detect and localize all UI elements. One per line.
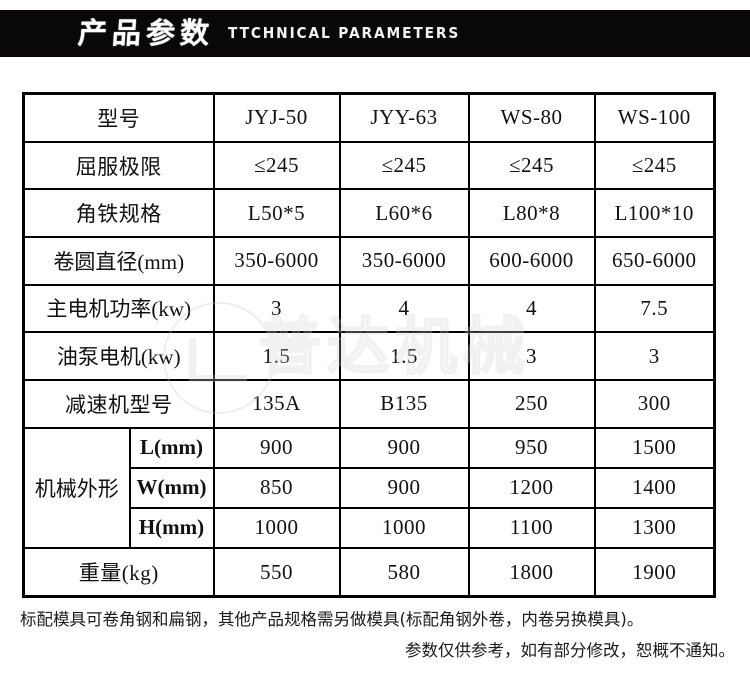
sub-label-width: W(mm)	[128, 466, 215, 509]
cell-angle-steel-spec-2: L80*8	[467, 188, 596, 239]
row-label-angle-steel-spec: 角铁规格	[22, 188, 215, 239]
cell-weight-2: 1800	[467, 547, 596, 598]
cell-weight-0: 550	[212, 547, 341, 598]
cell-reducer-model-2: 250	[467, 378, 596, 429]
cell-oil-pump-motor-3: 3	[593, 331, 716, 381]
cell-yield-limit-2: ≤245	[467, 140, 596, 191]
header-cell-model-1: JYY-63	[338, 92, 470, 143]
cell-reducer-model-1: B135	[338, 378, 470, 429]
cell-oil-pump-motor-0: 1.5	[212, 331, 341, 381]
cell-width-3: 1400	[593, 466, 716, 509]
cell-width-0: 850	[212, 466, 341, 509]
header-cell-model-3: WS-100	[593, 92, 716, 143]
cell-length-2: 950	[467, 426, 596, 469]
cell-rolling-diameter-3: 650-6000	[593, 236, 716, 286]
footer-notes: 标配模具可卷角钢和扁钢，其他产品规格需另做模具(标配角钢外卷，内卷另换模具)。 …	[20, 604, 735, 666]
cell-oil-pump-motor-1: 1.5	[338, 331, 470, 381]
table-row: 机械外形 L(mm) 900 900 950 1500	[22, 426, 716, 550]
footer-note-1: 标配模具可卷角钢和扁钢，其他产品规格需另做模具(标配角钢外卷，内卷另换模具)。	[20, 610, 644, 629]
table-row: 屈服极限 ≤245 ≤245 ≤245 ≤245	[22, 140, 716, 191]
sub-label-length: L(mm)	[128, 426, 215, 469]
cell-angle-steel-spec-0: L50*5	[212, 188, 341, 239]
cell-width-2: 1200	[467, 466, 596, 509]
sub-label-height: H(mm)	[128, 506, 215, 550]
table-row: H(mm) 1000 1000 1100 1300	[24, 506, 716, 550]
banner-title-english: TTCHNICAL PARAMETERS	[228, 24, 461, 42]
cell-main-motor-power-0: 3	[212, 283, 341, 334]
cell-rolling-diameter-1: 350-6000	[338, 236, 470, 286]
parameters-table: 型号 JYJ-50 JYY-63 WS-80 WS-100 屈服极限 ≤245 …	[22, 92, 716, 598]
table-row: 卷圆直径(mm) 350-6000 350-6000 600-6000 650-…	[22, 236, 716, 286]
cell-width-1: 900	[338, 466, 470, 509]
cell-length-3: 1500	[593, 426, 716, 469]
table-row-header: 型号 JYJ-50 JYY-63 WS-80 WS-100	[22, 92, 716, 143]
cell-reducer-model-0: 135A	[212, 378, 341, 429]
cell-oil-pump-motor-2: 3	[467, 331, 596, 381]
cell-length-1: 900	[338, 426, 470, 469]
cell-yield-limit-0: ≤245	[212, 140, 341, 191]
table-row: 油泵电机(kw) 1.5 1.5 3 3	[22, 331, 716, 381]
cell-weight-3: 1900	[593, 547, 716, 598]
cell-main-motor-power-1: 4	[338, 283, 470, 334]
cell-angle-steel-spec-1: L60*6	[338, 188, 470, 239]
cell-weight-1: 580	[338, 547, 470, 598]
footer-note-2: 参数仅供参考，如有部分修改，恕概不通知。	[405, 641, 735, 660]
cell-reducer-model-3: 300	[593, 378, 716, 429]
cell-main-motor-power-2: 4	[467, 283, 596, 334]
table-row: 角铁规格 L50*5 L60*6 L80*8 L100*10	[22, 188, 716, 239]
cell-height-2: 1100	[467, 506, 596, 550]
row-label-reducer-model: 减速机型号	[22, 378, 215, 429]
cell-main-motor-power-3: 7.5	[593, 283, 716, 334]
cell-rolling-diameter-2: 600-6000	[467, 236, 596, 286]
row-label-main-motor-power: 主电机功率(kw)	[22, 283, 215, 334]
cell-height-1: 1000	[338, 506, 470, 550]
header-cell-model-label: 型号	[22, 92, 215, 143]
table-row: W(mm) 850 900 1200 1400	[24, 466, 716, 509]
banner-title-chinese: 产品参数	[76, 16, 216, 50]
cell-yield-limit-1: ≤245	[338, 140, 470, 191]
table-row: 重量(kg) 550 580 1800 1900	[22, 547, 716, 598]
cell-rolling-diameter-0: 350-6000	[212, 236, 341, 286]
cell-yield-limit-3: ≤245	[593, 140, 716, 191]
row-label-rolling-diameter: 卷圆直径(mm)	[22, 236, 215, 286]
row-label-machine-dimensions: 机械外形	[22, 426, 131, 550]
row-label-yield-limit: 屈服极限	[22, 140, 215, 191]
row-label-weight: 重量(kg)	[22, 547, 215, 598]
row-label-oil-pump-motor: 油泵电机(kw)	[22, 331, 215, 381]
cell-length-0: 900	[212, 426, 341, 469]
table-row: 主电机功率(kw) 3 4 4 7.5	[22, 283, 716, 334]
header-banner: 产品参数 TTCHNICAL PARAMETERS	[0, 10, 750, 57]
table-row: 减速机型号 135A B135 250 300	[22, 378, 716, 429]
header-cell-model-0: JYJ-50	[212, 92, 341, 143]
cell-height-3: 1300	[593, 506, 716, 550]
header-cell-model-2: WS-80	[467, 92, 596, 143]
cell-angle-steel-spec-3: L100*10	[593, 188, 716, 239]
cell-height-0: 1000	[212, 506, 341, 550]
parameters-table-container: 型号 JYJ-50 JYY-63 WS-80 WS-100 屈服极限 ≤245 …	[22, 92, 716, 598]
